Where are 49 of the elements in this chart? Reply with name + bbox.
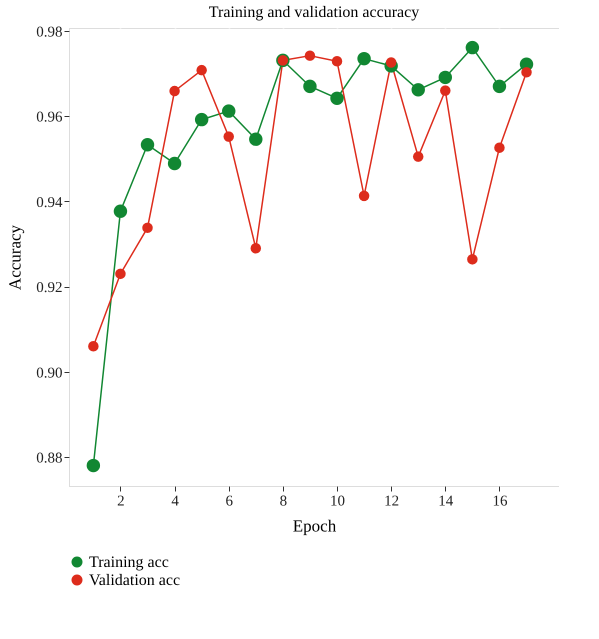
point xyxy=(386,57,396,68)
point xyxy=(494,142,505,153)
point xyxy=(114,204,128,218)
x-tick-label: 14 xyxy=(438,494,454,510)
point xyxy=(223,131,234,142)
y-tick-label: 0.98 xyxy=(36,24,62,40)
point xyxy=(521,67,532,78)
x-tick-label: 12 xyxy=(384,494,400,510)
legend-label: Validation acc xyxy=(89,572,180,589)
point xyxy=(358,190,370,202)
chart-title: Training and validation accuracy xyxy=(208,4,420,21)
point xyxy=(440,85,451,96)
point xyxy=(194,112,208,126)
point xyxy=(140,138,154,152)
point xyxy=(169,86,180,96)
point xyxy=(222,104,236,118)
point xyxy=(86,458,100,472)
point xyxy=(438,70,452,84)
point xyxy=(249,132,263,146)
y-axis-title: Accuracy xyxy=(5,224,24,290)
x-tick-label: 10 xyxy=(330,494,346,510)
point xyxy=(88,341,99,352)
x-axis-title: Epoch xyxy=(292,516,337,536)
y-tick-label: 0.94 xyxy=(36,194,63,211)
point xyxy=(142,222,153,234)
point xyxy=(250,243,262,254)
x-tick-label: 6 xyxy=(225,494,234,510)
x-tick-label: 16 xyxy=(492,494,508,510)
point xyxy=(196,64,207,76)
y-tick-label: 0.96 xyxy=(36,110,63,126)
y-tick-label: 0.92 xyxy=(36,280,62,296)
y-tick-label: 0.90 xyxy=(36,365,62,382)
x-tick-label: 2 xyxy=(117,494,125,510)
point xyxy=(304,50,316,61)
point xyxy=(115,268,126,280)
point xyxy=(330,92,344,105)
point xyxy=(492,80,506,94)
point xyxy=(412,83,425,96)
point xyxy=(467,254,478,265)
x-tick-label: 8 xyxy=(280,494,288,510)
y-tick-label: 0.88 xyxy=(36,450,62,467)
point xyxy=(357,52,371,66)
point xyxy=(168,156,182,170)
legend-label: Training acc xyxy=(89,554,169,571)
point xyxy=(303,80,317,94)
x-tick-label: 4 xyxy=(171,494,180,510)
point xyxy=(466,40,480,54)
point xyxy=(332,56,342,66)
point xyxy=(412,151,424,162)
